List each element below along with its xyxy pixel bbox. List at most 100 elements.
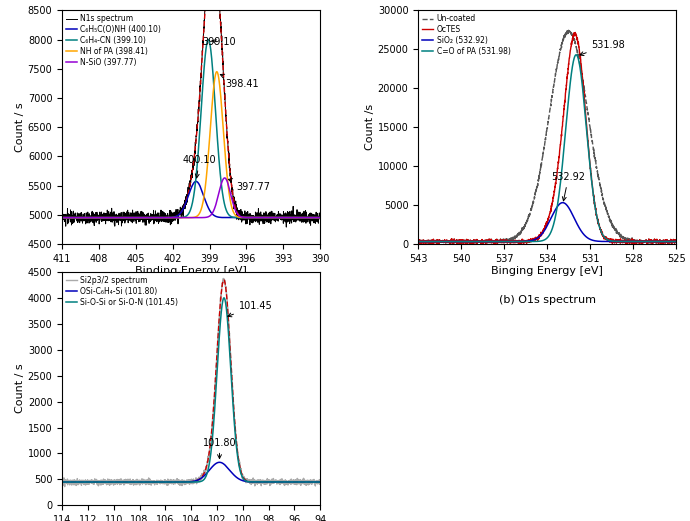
C=O of PA (531.98) (546, 230, 555, 236)
N1s spectrum (112, 219, 121, 226)
C=O of PA (531.98) (422, 239, 430, 245)
SiO₂ (532.92) (672, 239, 680, 245)
C=O of PA (531.98) (553, 202, 562, 208)
Si-O-Si or Si-O-N (101.45) (66, 479, 74, 485)
SiO₂ (532.92) (546, 216, 555, 222)
OcTES (571, 29, 580, 35)
N1s spectrum (58, 217, 66, 223)
C₆H₅C(O)NH (400.10) (316, 215, 324, 221)
N-SiO (397.77) (190, 215, 199, 221)
N-SiO (397.77) (58, 215, 66, 221)
SiO₂ (532.92) (553, 203, 562, 209)
Si2p3/2 spectrum (66, 477, 74, 483)
OSi-C₆H₄-Si (101.80) (303, 479, 311, 485)
NH of PA (398.41) (190, 214, 199, 220)
Si2p3/2 spectrum (303, 478, 311, 484)
N-SiO (397.77) (66, 215, 74, 221)
N-SiO (397.77) (66, 215, 74, 221)
Un-coated (422, 238, 430, 244)
SiO₂ (532.92) (422, 239, 430, 245)
C₆H₅C(O)NH (400.10) (192, 178, 200, 184)
N1s spectrum (282, 224, 290, 230)
OSi-C₆H₄-Si (101.80) (66, 479, 74, 485)
SiO₂ (532.92) (469, 239, 477, 245)
N-SiO (397.77) (303, 215, 311, 221)
Text: 101.45: 101.45 (228, 301, 273, 317)
C=O of PA (531.98) (572, 52, 580, 58)
N1s spectrum (190, 154, 199, 160)
Text: 397.77: 397.77 (228, 179, 270, 192)
Text: 532.92: 532.92 (551, 172, 586, 201)
Legend: Un-coated, OcTES, SiO₂ (532.92), C=O of PA (531.98): Un-coated, OcTES, SiO₂ (532.92), C=O of … (420, 13, 512, 57)
Si2p3/2 spectrum (58, 480, 66, 487)
Un-coated (414, 238, 422, 244)
Si2p3/2 spectrum (61, 483, 69, 490)
N-SiO (397.77) (197, 215, 206, 221)
Si-O-Si or Si-O-N (101.45) (190, 479, 199, 485)
OSi-C₆H₄-Si (101.80) (215, 459, 224, 465)
Line: C₆H₄-CN (399.10): C₆H₄-CN (399.10) (62, 40, 320, 218)
Si-O-Si or Si-O-N (101.45) (303, 479, 311, 485)
NH of PA (398.41) (66, 215, 74, 221)
Si-O-Si or Si-O-N (101.45) (197, 478, 206, 485)
Line: OSi-C₆H₄-Si (101.80): OSi-C₆H₄-Si (101.80) (62, 462, 320, 482)
Si2p3/2 spectrum (66, 478, 74, 484)
Line: C=O of PA (531.98): C=O of PA (531.98) (418, 55, 676, 242)
Line: N-SiO (397.77): N-SiO (397.77) (62, 178, 320, 218)
X-axis label: Binding Energy [eV]: Binding Energy [eV] (135, 266, 247, 276)
N1s spectrum (197, 71, 206, 78)
NH of PA (398.41) (303, 215, 311, 221)
Si2p3/2 spectrum (316, 480, 324, 486)
NH of PA (398.41) (66, 215, 74, 221)
OSi-C₆H₄-Si (101.80) (316, 479, 324, 485)
NH of PA (398.41) (112, 215, 121, 221)
Si-O-Si or Si-O-N (101.45) (316, 479, 324, 485)
Line: N1s spectrum: N1s spectrum (62, 0, 320, 227)
C₆H₅C(O)NH (400.10) (112, 215, 121, 221)
Si2p3/2 spectrum (112, 478, 121, 485)
OcTES (422, 238, 430, 244)
OcTES (422, 240, 430, 246)
Line: NH of PA (398.41): NH of PA (398.41) (62, 72, 320, 218)
Un-coated (422, 240, 430, 246)
Si2p3/2 spectrum (190, 478, 199, 484)
SiO₂ (532.92) (659, 239, 667, 245)
C=O of PA (531.98) (672, 239, 680, 245)
OSi-C₆H₄-Si (101.80) (190, 478, 199, 484)
C=O of PA (531.98) (659, 239, 667, 245)
Legend: Si2p3/2 spectrum, OSi-C₆H₄-Si (101.80), Si-O-Si or Si-O-N (101.45): Si2p3/2 spectrum, OSi-C₆H₄-Si (101.80), … (64, 274, 180, 308)
Line: C₆H₅C(O)NH (400.10): C₆H₅C(O)NH (400.10) (62, 181, 320, 218)
Line: OcTES: OcTES (418, 32, 676, 244)
SiO₂ (532.92) (558, 200, 566, 206)
C₆H₄-CN (399.10) (66, 215, 74, 221)
Si-O-Si or Si-O-N (101.45) (220, 295, 228, 301)
Un-coated (672, 238, 680, 244)
Un-coated (659, 238, 667, 244)
Line: Si-O-Si or Si-O-N (101.45): Si-O-Si or Si-O-N (101.45) (62, 298, 320, 482)
OcTES (460, 241, 468, 247)
Line: SiO₂ (532.92): SiO₂ (532.92) (418, 203, 676, 242)
SiO₂ (532.92) (422, 239, 430, 245)
Y-axis label: Count /s: Count /s (365, 104, 375, 150)
NH of PA (398.41) (316, 215, 324, 221)
X-axis label: Binging Energy [eV]: Binging Energy [eV] (491, 266, 603, 276)
C₆H₄-CN (399.10) (204, 36, 213, 43)
N-SiO (397.77) (112, 215, 121, 221)
C₆H₅C(O)NH (400.10) (303, 215, 311, 221)
Si-O-Si or Si-O-N (101.45) (66, 479, 74, 485)
C₆H₄-CN (399.10) (316, 215, 324, 221)
NH of PA (398.41) (58, 215, 66, 221)
Y-axis label: Count / s: Count / s (15, 102, 25, 152)
N-SiO (397.77) (221, 175, 229, 181)
Legend: N1s spectrum, C₆H₅C(O)NH (400.10), C₆H₄-CN (399.10), NH of PA (398.41), N-SiO (3: N1s spectrum, C₆H₅C(O)NH (400.10), C₆H₄-… (64, 13, 163, 68)
C=O of PA (531.98) (422, 239, 430, 245)
Text: 399.10: 399.10 (202, 38, 236, 47)
Text: (b) O1s spectrum: (b) O1s spectrum (499, 295, 595, 305)
Si2p3/2 spectrum (197, 475, 206, 481)
OcTES (546, 209, 555, 215)
C₆H₅C(O)NH (400.10) (58, 215, 66, 221)
Text: 531.98: 531.98 (580, 40, 625, 56)
C₆H₄-CN (399.10) (190, 187, 199, 193)
Un-coated (564, 27, 573, 33)
N1s spectrum (303, 216, 311, 222)
